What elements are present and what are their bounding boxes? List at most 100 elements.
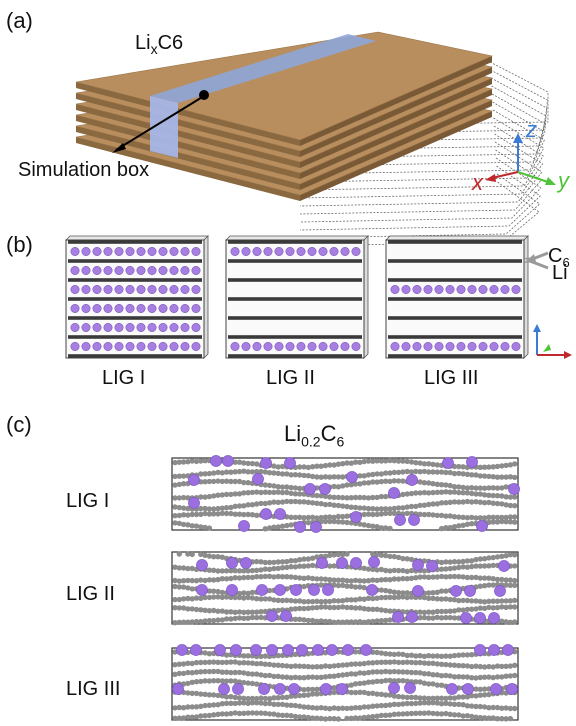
carbon-atom — [198, 703, 204, 709]
carbon-atom — [486, 674, 492, 680]
carbon-atom — [413, 669, 419, 676]
carbon-atom — [215, 608, 221, 614]
carbon-atom — [370, 551, 376, 557]
carbon-atom — [456, 463, 462, 470]
carbon-atom — [512, 461, 518, 467]
carbon-atom — [395, 554, 402, 561]
li-atom — [230, 341, 240, 351]
carbon-atom — [507, 519, 514, 525]
carbon-atom — [357, 680, 363, 687]
li-atom — [210, 455, 222, 467]
carbon-atom — [228, 710, 234, 717]
li-atom — [241, 247, 251, 257]
carbon-atom — [417, 695, 423, 701]
carbon-atom — [348, 495, 354, 501]
carbon-atom — [494, 704, 501, 711]
carbon-atom — [512, 514, 518, 520]
carbon-atom — [426, 574, 432, 580]
carbon-atom — [314, 618, 320, 624]
carbon-atom — [219, 711, 225, 717]
li-atom — [285, 341, 295, 351]
carbon-atom — [266, 573, 273, 579]
carbon-atom — [507, 582, 514, 588]
carbon-atom — [344, 662, 350, 668]
carbon-atom — [499, 485, 505, 491]
carbon-atom — [211, 668, 217, 675]
carbon-atom — [172, 504, 178, 510]
carbon-atom — [486, 514, 492, 520]
carbon-atom — [284, 558, 290, 565]
carbon-atom — [228, 504, 234, 511]
li-atom — [388, 487, 400, 499]
carbon-atom — [464, 521, 471, 527]
carbon-atom — [301, 499, 307, 505]
carbon-atom — [460, 471, 466, 477]
carbon-atom — [408, 652, 415, 658]
carbon-atom — [374, 595, 380, 601]
carbon-atom — [456, 573, 462, 580]
carbon-atom — [301, 714, 307, 720]
li-atom — [488, 612, 500, 624]
carbon-atom — [198, 659, 204, 666]
carbon-atom — [387, 702, 393, 708]
li-atom — [114, 303, 124, 313]
carbon-atom — [438, 596, 445, 602]
carbon-atom — [223, 491, 230, 498]
axis-z-label: z — [526, 117, 537, 142]
carbon-atom — [503, 462, 509, 469]
carbon-atom — [180, 481, 187, 487]
carbon-atom — [176, 495, 182, 501]
li-atom — [125, 341, 135, 351]
li-atom — [230, 247, 240, 257]
carbon-atom — [211, 702, 217, 708]
carbon-atom — [202, 659, 208, 666]
carbon-atom — [434, 608, 440, 615]
carbon-layer — [68, 354, 202, 358]
carbon-atom — [245, 710, 251, 716]
li-atom — [136, 303, 146, 313]
carbon-atom — [202, 524, 208, 531]
carbon-atom — [249, 502, 256, 508]
carbon-atom — [223, 659, 230, 665]
carbon-atom — [447, 653, 453, 659]
carbon-atom — [473, 515, 479, 521]
carbon-atom — [249, 512, 256, 518]
carbon-layer — [68, 259, 202, 263]
carbon-atom — [185, 551, 191, 557]
li-atom — [176, 644, 188, 656]
li-atom — [307, 341, 317, 351]
li-atom — [406, 611, 418, 623]
carbon-atom — [456, 559, 462, 565]
carbon-atom — [211, 493, 217, 499]
carbon-atom — [185, 577, 191, 584]
carbon-atom — [352, 661, 359, 667]
li-atom — [412, 559, 424, 571]
carbon-atom — [361, 606, 367, 612]
carbon-atom — [361, 565, 367, 571]
carbon-atom — [305, 499, 311, 505]
carbon-atom — [327, 673, 333, 679]
carbon-atom — [383, 478, 389, 484]
carbon-atom — [180, 494, 187, 501]
carbon-atom — [331, 689, 337, 696]
carbon-atom — [193, 578, 200, 584]
carbon-atom — [266, 711, 273, 717]
carbon-atom — [211, 511, 217, 517]
carbon-atom — [417, 574, 423, 580]
carbon-atom — [456, 499, 462, 505]
carbon-atom — [352, 584, 359, 590]
li-atom — [263, 247, 273, 257]
carbon-atom — [189, 714, 195, 720]
li-atom — [191, 284, 201, 294]
carbon-atom — [490, 514, 496, 520]
carbon-atom — [413, 679, 419, 685]
carbon-atom — [198, 595, 204, 601]
carbon-atom — [309, 664, 316, 670]
carbon-atom — [469, 472, 475, 478]
carbon-atom — [404, 590, 410, 596]
carbon-atom — [340, 483, 346, 489]
li-atom — [256, 584, 268, 596]
carbon-atom — [370, 479, 376, 485]
carbon-atom — [370, 660, 376, 666]
carbon-atom — [284, 471, 290, 477]
